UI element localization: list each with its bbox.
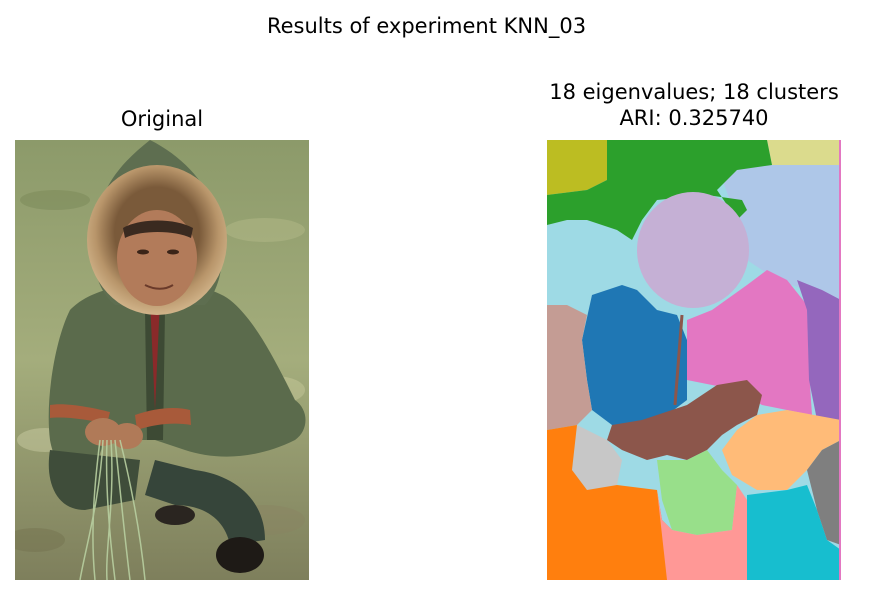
cluster-khaki: [767, 140, 841, 165]
boot: [216, 537, 264, 573]
right-leg: [145, 460, 265, 545]
segmentation-map: [547, 140, 841, 580]
cluster-light-green: [657, 450, 737, 535]
cluster-lavender: [637, 192, 749, 308]
cluster-purple: [797, 280, 841, 420]
face: [117, 210, 197, 306]
cluster-salmon: [657, 485, 747, 580]
cluster-orange: [547, 425, 672, 580]
cluster-brown: [607, 380, 762, 460]
segmentation-title-line-2: ARI: 0.325740: [619, 106, 769, 130]
original-photo: [15, 140, 309, 580]
fishing-net: [79, 439, 146, 580]
edge-strip: [839, 140, 841, 580]
cluster-blue: [582, 285, 687, 425]
boot-left: [155, 505, 195, 525]
right-hand: [111, 423, 143, 449]
cluster-light-gray: [572, 425, 622, 490]
left-eye: [137, 249, 149, 255]
cluster-light-blue: [717, 165, 841, 305]
cluster-gray: [807, 440, 841, 545]
hair: [123, 220, 193, 238]
cluster-olive: [547, 140, 607, 195]
right-sleeve-trim: [135, 407, 191, 430]
figure-title: Results of experiment KNN_03: [266, 14, 587, 38]
right-eye: [167, 249, 179, 255]
cluster-pink: [687, 270, 812, 415]
cluster-green: [547, 140, 772, 240]
original-panel-title: Original: [120, 107, 204, 131]
left-sleeve-trim: [50, 404, 110, 424]
shirt-collar: [150, 300, 160, 410]
segmentation-panel-title: 18 eigenvalues; 18 clusters ARI: 0.32574…: [494, 79, 881, 131]
segmentation-title-line-1: 18 eigenvalues; 18 clusters: [549, 80, 839, 104]
mouth: [144, 284, 174, 290]
zipper-line: [673, 314, 684, 406]
cluster-peach: [722, 410, 841, 490]
cluster-cyan: [747, 485, 841, 580]
cluster-rose: [547, 305, 592, 430]
